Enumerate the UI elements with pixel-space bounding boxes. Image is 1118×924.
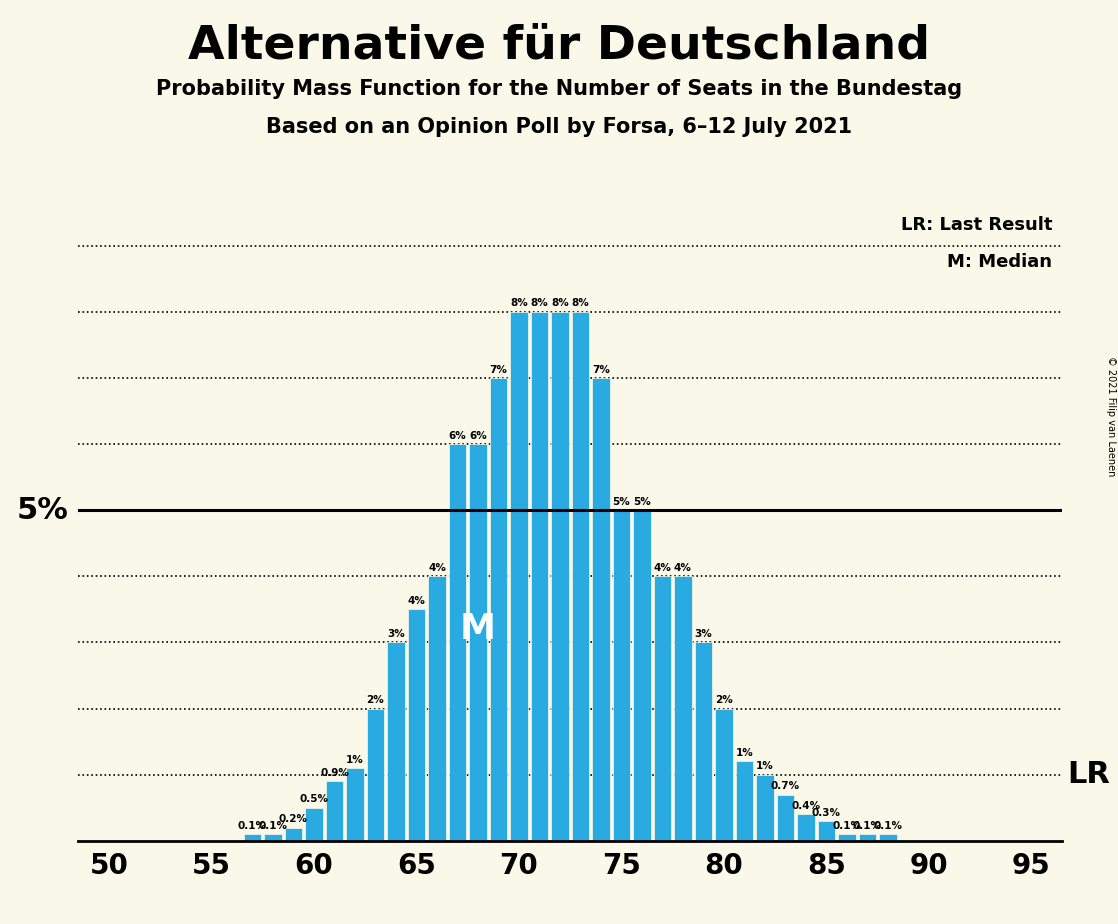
Bar: [838, 834, 855, 841]
Text: 7%: 7%: [490, 365, 508, 374]
Text: Based on an Opinion Poll by Forsa, 6–12 July 2021: Based on an Opinion Poll by Forsa, 6–12 …: [266, 117, 852, 138]
Text: 8%: 8%: [531, 298, 548, 309]
Bar: [817, 821, 835, 841]
Text: 4%: 4%: [408, 596, 425, 606]
Bar: [490, 378, 508, 841]
Bar: [347, 768, 363, 841]
Text: 0.2%: 0.2%: [280, 814, 307, 824]
Bar: [571, 311, 589, 841]
Text: 1%: 1%: [736, 748, 754, 759]
Text: 0.5%: 0.5%: [300, 795, 329, 805]
Bar: [551, 311, 569, 841]
Bar: [633, 510, 651, 841]
Bar: [305, 808, 323, 841]
Bar: [510, 311, 528, 841]
Bar: [654, 577, 671, 841]
Text: 0.1%: 0.1%: [238, 821, 267, 831]
Text: 4%: 4%: [428, 563, 446, 573]
Bar: [325, 782, 343, 841]
Bar: [613, 510, 631, 841]
Bar: [674, 577, 692, 841]
Text: 0.1%: 0.1%: [873, 821, 902, 831]
Text: 0.1%: 0.1%: [258, 821, 287, 831]
Text: 1%: 1%: [347, 755, 363, 765]
Text: © 2021 Filip van Laenen: © 2021 Filip van Laenen: [1106, 356, 1116, 476]
Text: 5%: 5%: [633, 497, 651, 507]
Bar: [797, 814, 815, 841]
Bar: [716, 709, 732, 841]
Text: 6%: 6%: [470, 431, 486, 441]
Text: Alternative für Deutschland: Alternative für Deutschland: [188, 23, 930, 68]
Bar: [879, 834, 897, 841]
Text: 0.4%: 0.4%: [792, 801, 821, 811]
Bar: [859, 834, 877, 841]
Bar: [264, 834, 282, 841]
Bar: [694, 642, 712, 841]
Bar: [408, 609, 425, 841]
Text: 7%: 7%: [593, 365, 609, 374]
Text: M: M: [459, 613, 496, 646]
Text: 0.7%: 0.7%: [770, 781, 800, 791]
Bar: [244, 834, 262, 841]
Bar: [387, 642, 405, 841]
Text: 8%: 8%: [510, 298, 528, 309]
Text: 4%: 4%: [674, 563, 692, 573]
Text: 0.1%: 0.1%: [853, 821, 882, 831]
Bar: [285, 828, 302, 841]
Text: 3%: 3%: [694, 629, 712, 639]
Bar: [470, 444, 486, 841]
Text: Probability Mass Function for the Number of Seats in the Bundestag: Probability Mass Function for the Number…: [155, 79, 963, 99]
Text: 2%: 2%: [716, 695, 732, 705]
Text: 0.1%: 0.1%: [833, 821, 861, 831]
Text: 8%: 8%: [551, 298, 569, 309]
Text: 5%: 5%: [17, 495, 68, 525]
Bar: [531, 311, 548, 841]
Bar: [756, 774, 774, 841]
Text: 8%: 8%: [571, 298, 589, 309]
Bar: [593, 378, 609, 841]
Text: 6%: 6%: [448, 431, 466, 441]
Bar: [448, 444, 466, 841]
Text: 4%: 4%: [654, 563, 671, 573]
Text: 3%: 3%: [387, 629, 405, 639]
Bar: [428, 577, 446, 841]
Text: 2%: 2%: [367, 695, 385, 705]
Text: 1%: 1%: [756, 761, 774, 772]
Text: 0.9%: 0.9%: [320, 768, 349, 778]
Text: LR: Last Result: LR: Last Result: [901, 215, 1052, 234]
Text: 5%: 5%: [613, 497, 631, 507]
Bar: [777, 795, 794, 841]
Bar: [367, 709, 385, 841]
Text: 0.3%: 0.3%: [812, 808, 841, 818]
Text: M: Median: M: Median: [947, 253, 1052, 272]
Text: LR: LR: [1067, 760, 1110, 789]
Bar: [736, 761, 754, 841]
